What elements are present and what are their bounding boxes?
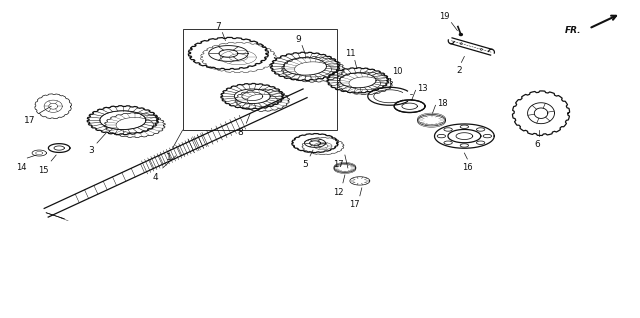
Text: 7: 7	[216, 22, 221, 31]
Text: 12: 12	[333, 188, 343, 197]
Text: 9: 9	[295, 35, 301, 44]
Ellipse shape	[483, 135, 492, 138]
Text: 11: 11	[344, 49, 355, 59]
Text: 5: 5	[302, 160, 308, 169]
Ellipse shape	[460, 34, 462, 36]
Ellipse shape	[437, 135, 445, 138]
Text: 14: 14	[16, 163, 27, 172]
Text: 4: 4	[153, 173, 159, 182]
Text: 10: 10	[392, 67, 402, 76]
Text: 6: 6	[534, 140, 540, 149]
Ellipse shape	[444, 141, 452, 144]
Text: 15: 15	[38, 166, 49, 175]
Text: 13: 13	[417, 84, 428, 93]
Ellipse shape	[460, 144, 468, 147]
Text: 2: 2	[456, 66, 462, 75]
Bar	[182, 29, 337, 130]
Text: 18: 18	[438, 99, 448, 108]
Text: 3: 3	[88, 146, 94, 155]
Text: 17: 17	[349, 200, 360, 209]
Text: 19: 19	[439, 12, 450, 21]
Text: 8: 8	[237, 128, 243, 137]
Ellipse shape	[476, 141, 485, 144]
Ellipse shape	[476, 128, 485, 131]
Ellipse shape	[460, 125, 468, 128]
Ellipse shape	[444, 128, 452, 131]
Text: 1: 1	[166, 153, 172, 162]
Text: FR.: FR.	[564, 26, 581, 35]
Text: 17: 17	[333, 160, 343, 169]
Text: 16: 16	[462, 163, 473, 172]
Text: 17: 17	[24, 116, 35, 125]
